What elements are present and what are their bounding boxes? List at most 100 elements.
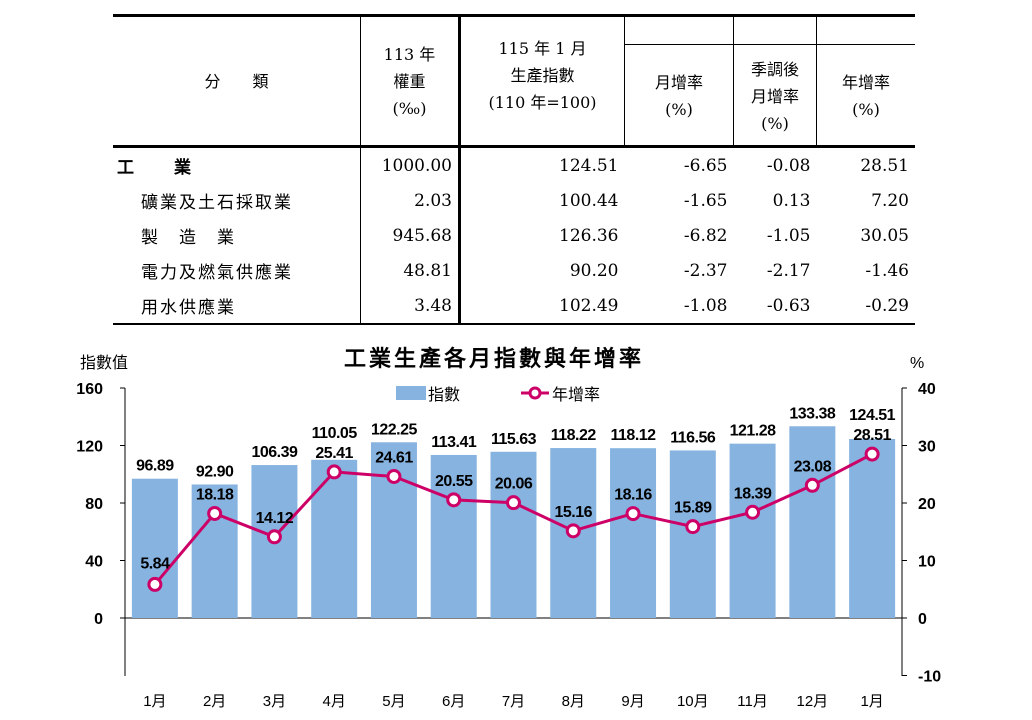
yoy-point <box>864 446 880 462</box>
row-category: 用水供應業 <box>141 298 236 318</box>
yoy-value-label: 18.16 <box>614 487 652 504</box>
x-tick-label: 3月 <box>263 693 286 710</box>
x-tick-label: 10月 <box>677 693 709 710</box>
y2-tick-label: -10 <box>918 669 941 686</box>
row-index: 90.20 <box>458 253 625 288</box>
bar-value-label: 133.38 <box>789 405 836 422</box>
yoy-point <box>207 505 223 521</box>
header-divider <box>624 44 733 45</box>
row-index: 102.49 <box>458 288 625 324</box>
header-yoy-line: 年增率 <box>841 73 890 92</box>
x-tick-label: 5月 <box>382 693 405 710</box>
table-row: 礦業及土石採取業 2.03 100.44 -1.65 0.13 7.20 <box>113 183 915 218</box>
header-index-line: (110 年=100) <box>488 93 597 112</box>
yoy-value-label: 24.61 <box>375 449 413 466</box>
y2-tick-label: 10 <box>918 554 936 571</box>
bar-value-label: 113.41 <box>431 434 477 451</box>
table-body: 工 業 1000.00 124.51 -6.65 -0.08 28.51 礦業及土石採取業 2… <box>113 146 915 324</box>
yoy-value-label: 20.06 <box>495 476 533 493</box>
bar <box>610 448 657 618</box>
bar-value-label: 121.28 <box>730 423 777 440</box>
y-tick-label: 120 <box>76 439 103 456</box>
yoy-value-label: 20.55 <box>435 473 473 490</box>
row-index: 126.36 <box>458 218 625 253</box>
bar-value-label: 124.51 <box>849 407 896 424</box>
y2-axis-label: % <box>910 355 924 372</box>
header-sa-mom-line: 季調後 <box>750 59 799 79</box>
bar <box>131 478 178 618</box>
header-category: 分 類 <box>204 71 269 91</box>
y2-tick-label: 30 <box>918 439 936 456</box>
header-sa-mom: 季調後月增率 (%) <box>733 15 817 147</box>
row-yoy: 7.20 <box>871 190 909 211</box>
legend-bar-swatch <box>396 386 426 400</box>
bar <box>311 459 358 618</box>
y2-tick-label: 0 <box>918 611 927 628</box>
header-weight-line: 權重 <box>393 71 426 91</box>
yoy-value-label: 28.51 <box>853 427 891 444</box>
yoy-point <box>326 464 342 480</box>
bar <box>490 451 537 618</box>
row-index: 100.44 <box>458 183 625 218</box>
x-tick-label: 1月 <box>143 693 166 710</box>
yoy-point <box>625 506 641 522</box>
bar-value-label: 106.39 <box>251 444 298 461</box>
yoy-value-label: 15.16 <box>554 504 592 521</box>
row-mom: -1.08 <box>683 295 728 316</box>
table-row: 用水供應業 3.48 102.49 -1.08 -0.63 -0.29 <box>113 288 915 324</box>
yoy-value-label: 18.18 <box>196 486 234 503</box>
table-row: 工 業 1000.00 124.51 -6.65 -0.08 28.51 <box>113 146 915 183</box>
row-mom: -1.65 <box>683 190 728 211</box>
table-row: 製 造 業 945.68 126.36 -6.82 -1.05 30.05 <box>113 218 915 253</box>
bar-value-label: 116.56 <box>670 429 716 446</box>
yoy-value-label: 15.89 <box>674 500 712 517</box>
y-axis-label: 指數值 <box>80 354 128 372</box>
row-weight: 48.81 <box>360 253 460 288</box>
yoy-point <box>147 576 163 592</box>
row-sa-mom: -0.63 <box>766 295 811 316</box>
yoy-point <box>446 492 462 508</box>
row-weight: 2.03 <box>360 183 460 218</box>
legend-line-label: 年增率 <box>552 386 600 404</box>
header-mom-line: 月增率 <box>654 73 703 92</box>
x-tick-label: 12月 <box>797 693 829 710</box>
yoy-point <box>266 529 282 545</box>
yoy-value-label: 23.08 <box>794 458 832 475</box>
bar-value-label: 118.22 <box>551 427 597 444</box>
yoy-value-label: 5.84 <box>140 555 170 572</box>
header-index: 115 年 1 月生產指數 (110 年=100) <box>458 15 625 147</box>
bar <box>729 443 776 618</box>
header-yoy-line: (%) <box>852 100 880 119</box>
legend-bar-label: 指數 <box>428 386 460 404</box>
header-mom: 月增率 (%) <box>624 15 734 147</box>
x-tick-label: 1月 <box>860 693 883 710</box>
table-row: 電力及燃氣供應業 48.81 90.20 -2.37 -2.17 -1.46 <box>113 253 915 288</box>
industrial-production-table: 分 類 113 年權重 (‰) 115 年 1 月生產指數 (110 年=100) … <box>113 14 915 325</box>
header-index-line: 生產指數 <box>510 66 575 85</box>
header-divider <box>817 44 915 45</box>
bar-value-label: 122.25 <box>371 421 418 438</box>
x-tick-label: 2月 <box>203 693 226 710</box>
yoy-point <box>386 468 402 484</box>
row-yoy: -0.29 <box>865 295 909 316</box>
row-category: 礦業及土石採取業 <box>141 193 293 213</box>
row-category: 電力及燃氣供應業 <box>141 263 293 283</box>
row-yoy: 28.51 <box>860 155 909 176</box>
monthly-index-chart: 工業生產各月指數與年增率 指數值 % 0 40 80 120 160 -10 0 10 20 30 40 指… <box>76 346 941 710</box>
header-sa-mom-line: (%) <box>761 113 789 133</box>
header-sa-mom-line: 月增率 <box>750 86 799 106</box>
bar-value-label: 110.05 <box>312 425 358 442</box>
row-mom: -6.65 <box>683 155 728 176</box>
row-weight: 3.48 <box>360 288 460 324</box>
header-divider <box>734 44 816 45</box>
yoy-point <box>745 504 761 520</box>
header-weight-line: (‰) <box>392 98 427 118</box>
header-weight: 113 年權重 (‰) <box>360 15 460 147</box>
y-tick-label: 40 <box>85 554 103 571</box>
row-mom: -2.37 <box>683 260 728 281</box>
legend-line-marker <box>528 386 542 400</box>
row-sa-mom: -1.05 <box>766 225 811 246</box>
chart-title: 工業生產各月指數與年增率 <box>344 346 644 371</box>
y2-tick-label: 40 <box>918 381 936 398</box>
yoy-value-label: 14.12 <box>256 510 294 527</box>
